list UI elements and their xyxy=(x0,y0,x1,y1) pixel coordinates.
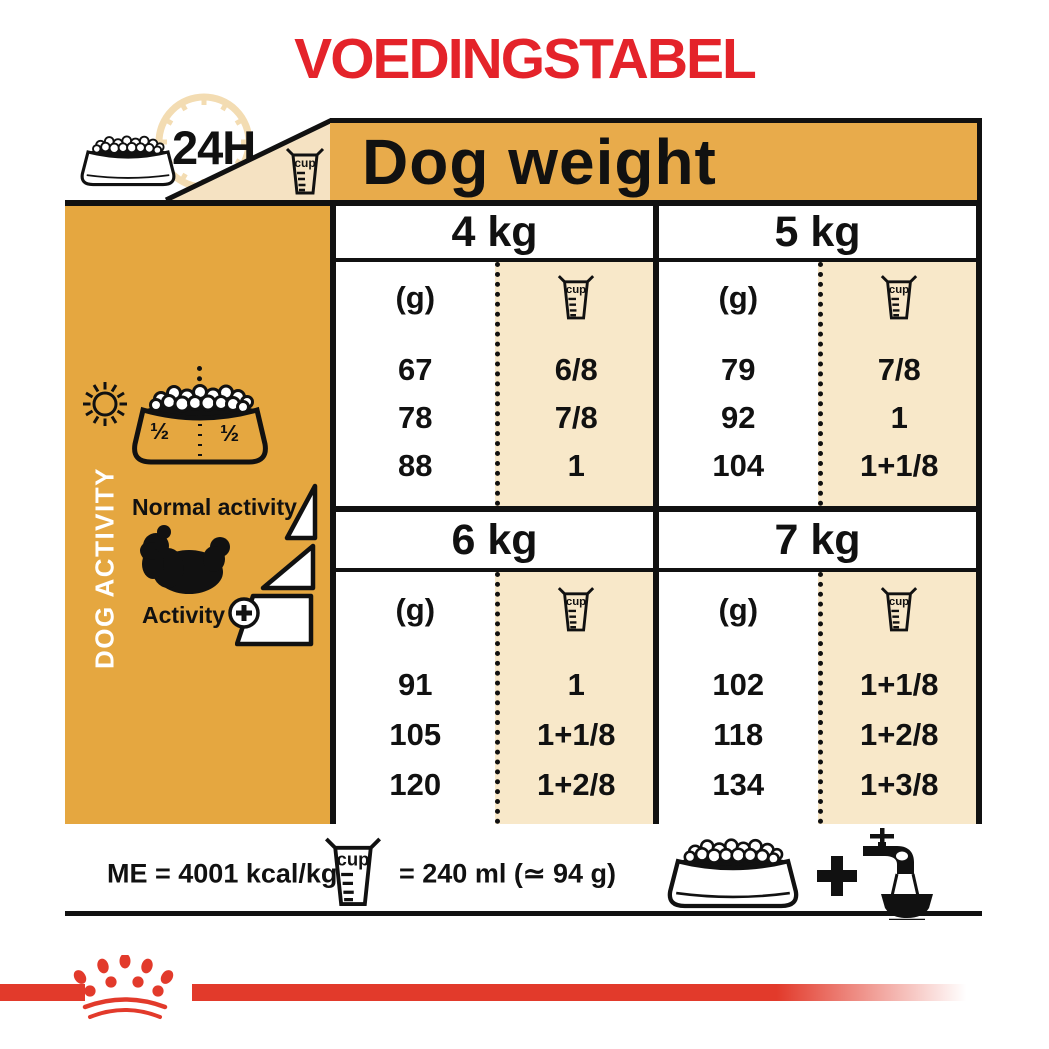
cup-value: 1+1/8 xyxy=(860,667,939,702)
cup-value: 1 xyxy=(890,400,908,435)
cup-label: cup xyxy=(889,596,909,608)
normal-activity-label: Normal activity xyxy=(132,494,297,520)
half-right-label: ½ xyxy=(220,420,240,446)
half-left-label: ½ xyxy=(150,418,170,444)
activity-label: Activity xyxy=(142,602,226,628)
cup-label: cup xyxy=(889,284,909,296)
half-ration-bowl-icon xyxy=(132,384,268,465)
grams-value: 134 xyxy=(712,767,765,802)
measuring-cup-icon: cup xyxy=(285,147,325,195)
dog-weight-title: Dog weight xyxy=(362,125,717,198)
me-kcal-label: ME = 4001 kcal/kg xyxy=(107,858,338,888)
weight-header-6kg: 6 kg xyxy=(336,512,659,568)
grams-value: 118 xyxy=(713,717,764,752)
water-tap-icon xyxy=(863,828,933,920)
measuring-cup-icon: cup xyxy=(558,275,595,320)
header-bottom-rule xyxy=(65,200,982,206)
footer-bottom-rule xyxy=(65,911,982,916)
weight-header-row: 4 kg 5 kg xyxy=(336,206,976,262)
grams-value: 92 xyxy=(721,400,756,435)
measuring-cup-icon: cup xyxy=(324,837,382,907)
cups-subcolumn: cup 7/8 1 1+1/8 xyxy=(817,262,976,506)
grams-header: (g) xyxy=(718,592,759,627)
grams-value: 88 xyxy=(398,448,433,483)
grams-header: (g) xyxy=(395,592,436,627)
measuring-cup-icon: cup xyxy=(558,587,595,632)
cup-label: cup xyxy=(337,849,370,870)
grams-subcolumn: (g) 102 118 134 xyxy=(659,572,818,824)
footer-strip: ME = 4001 kcal/kg cup = 240 ml (≃ 94 g) xyxy=(65,828,982,920)
grams-subcolumn: (g) 79 92 104 xyxy=(659,262,818,506)
grams-value: 102 xyxy=(712,667,765,702)
feeding-table: 4 kg 5 kg (g) 67 78 88 cup xyxy=(330,206,982,824)
measuring-cup-icon: cup xyxy=(881,587,918,632)
grams-value: 67 xyxy=(398,352,433,387)
cup-value: 7/8 xyxy=(554,400,598,435)
cup-value: 1 xyxy=(567,667,585,702)
cups-subcolumn: cup 6/8 7/8 1 xyxy=(494,262,653,506)
grams-subcolumn: (g) 67 78 88 xyxy=(336,262,495,506)
column-7kg: (g) 102 118 134 cup 1+1/8 xyxy=(659,572,976,824)
header-diagonal-shape xyxy=(164,118,335,200)
grams-header: (g) xyxy=(395,280,436,315)
kibble-bowl-icon xyxy=(667,838,799,909)
grams-value: 105 xyxy=(389,717,442,752)
sun-icon xyxy=(83,382,127,426)
plus-icon xyxy=(817,856,857,896)
cup-label: cup xyxy=(566,596,586,608)
activity-plus-icon xyxy=(228,597,260,629)
grams-value: 120 xyxy=(389,767,442,802)
brand-band-left xyxy=(0,984,85,1001)
cup-value: 1+1/8 xyxy=(860,448,939,483)
column-4kg: (g) 67 78 88 cup 6/8 7/8 xyxy=(336,262,659,506)
grams-header: (g) xyxy=(718,280,759,315)
cup-label: cup xyxy=(294,156,315,170)
measuring-cup-icon: cup xyxy=(881,275,918,320)
cup-value: 1+2/8 xyxy=(860,717,939,752)
grams-value: 78 xyxy=(398,400,433,435)
cups-subcolumn: cup 1+1/8 1+2/8 1+3/8 xyxy=(817,572,976,824)
cup-equivalence-label: = 240 ml (≃ 94 g) xyxy=(399,858,616,888)
cup-value: 1 xyxy=(567,448,585,483)
cup-label: cup xyxy=(566,284,586,296)
brand-band-right xyxy=(192,984,982,1001)
moon-icon xyxy=(280,388,300,428)
dog-activity-vertical-label: DOG ACTIVITY xyxy=(89,467,120,669)
data-row-block2: (g) 91 105 120 cup 1 1+1/ xyxy=(336,572,976,824)
dog-silhouette-icon xyxy=(140,525,230,594)
data-row-block1: (g) 67 78 88 cup 6/8 7/8 xyxy=(336,262,976,512)
grams-subcolumn: (g) 91 105 120 xyxy=(336,572,495,824)
column-5kg: (g) 79 92 104 cup 7/8 1 xyxy=(659,262,976,506)
weight-header-4kg: 4 kg xyxy=(336,206,659,258)
grams-value: 79 xyxy=(721,352,756,387)
cup-value: 1+2/8 xyxy=(537,767,616,802)
page-title: VOEDINGSTABEL xyxy=(294,27,757,91)
column-6kg: (g) 91 105 120 cup 1 1+1/ xyxy=(336,572,659,824)
grams-value: 91 xyxy=(398,667,433,702)
grams-value: 104 xyxy=(712,448,765,483)
cup-value: 7/8 xyxy=(877,352,921,387)
weight-header-row: 6 kg 7 kg xyxy=(336,512,976,572)
cup-value: 1+3/8 xyxy=(860,767,939,802)
cup-value: 6/8 xyxy=(554,352,598,387)
kibble-bowl-icon xyxy=(80,135,176,187)
weight-header-7kg: 7 kg xyxy=(774,515,861,564)
cups-subcolumn: cup 1 1+1/8 1+2/8 xyxy=(494,572,653,824)
weight-header-5kg: 5 kg xyxy=(774,207,861,256)
dog-weight-header: Dog weight xyxy=(330,118,982,200)
cup-value: 1+1/8 xyxy=(537,717,616,752)
dog-activity-sidebar: DOG ACTIVITY xyxy=(65,206,330,824)
royal-canin-crown-logo xyxy=(73,955,174,1019)
